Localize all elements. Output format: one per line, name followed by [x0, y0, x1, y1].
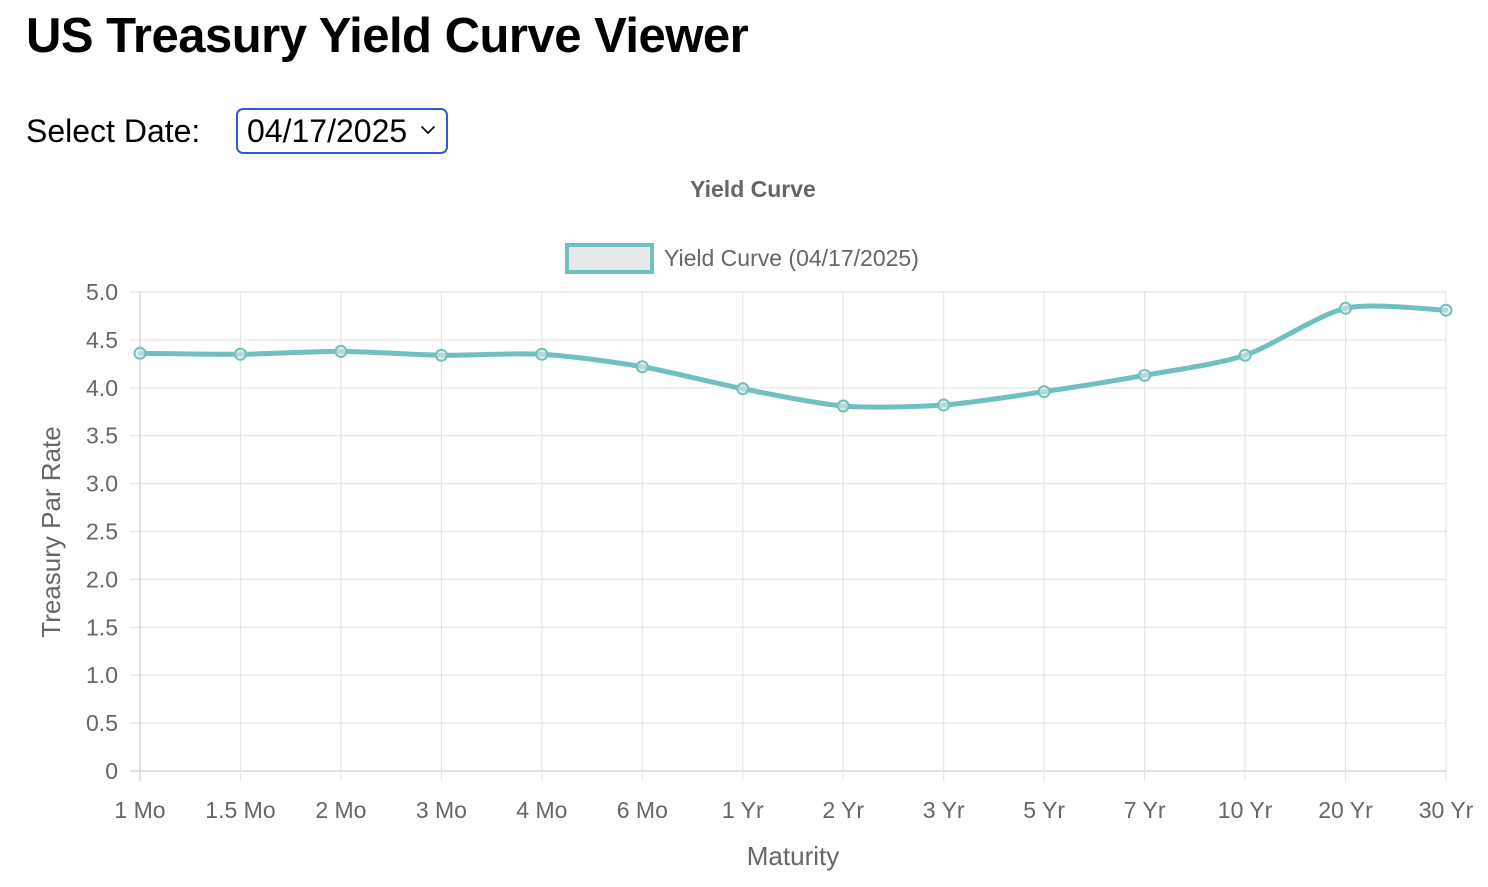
chart-title: Yield Curve [690, 176, 816, 202]
data-point [637, 361, 648, 372]
y-tick-label: 1.0 [86, 662, 118, 688]
x-tick-label: 3 Yr [923, 797, 965, 823]
legend-label: Yield Curve (04/17/2025) [664, 245, 919, 271]
y-tick-label: 2.0 [86, 566, 118, 592]
data-point [938, 400, 949, 411]
data-point [335, 346, 346, 357]
y-tick-label: 3.0 [86, 471, 118, 497]
y-tick-label: 2.5 [86, 519, 118, 545]
x-axis-title: Maturity [747, 841, 839, 871]
x-tick-label: 1 Yr [722, 797, 764, 823]
data-point [235, 349, 246, 360]
data-point [536, 349, 547, 360]
data-point [737, 383, 748, 394]
data-point [1441, 305, 1452, 316]
y-axis-title: Treasury Par Rate [36, 426, 66, 637]
x-tick-label: 20 Yr [1318, 797, 1373, 823]
x-tick-label: 2 Mo [315, 797, 366, 823]
x-tick-label: 10 Yr [1218, 797, 1273, 823]
y-tick-label: 4.5 [86, 327, 118, 353]
data-point [1240, 350, 1251, 361]
y-tick-label: 0.5 [86, 710, 118, 736]
x-tick-label: 5 Yr [1023, 797, 1065, 823]
data-point [436, 350, 447, 361]
x-tick-label: 30 Yr [1419, 797, 1474, 823]
x-tick-label: 7 Yr [1124, 797, 1166, 823]
x-tick-label: 3 Mo [416, 797, 467, 823]
y-tick-label: 3.5 [86, 423, 118, 449]
x-tick-label: 4 Mo [516, 797, 567, 823]
legend-swatch [567, 245, 652, 272]
data-point [1340, 303, 1351, 314]
y-tick-label: 1.5 [86, 614, 118, 640]
data-point [838, 401, 849, 412]
x-tick-label: 1 Mo [114, 797, 165, 823]
x-tick-label: 1.5 Mo [205, 797, 275, 823]
y-tick-label: 0 [105, 758, 118, 784]
y-tick-label: 5.0 [86, 279, 118, 305]
x-tick-label: 2 Yr [822, 797, 864, 823]
data-point [135, 348, 146, 359]
data-point [1139, 370, 1150, 381]
x-tick-label: 6 Mo [617, 797, 668, 823]
y-tick-label: 4.0 [86, 375, 118, 401]
data-point [1039, 386, 1050, 397]
